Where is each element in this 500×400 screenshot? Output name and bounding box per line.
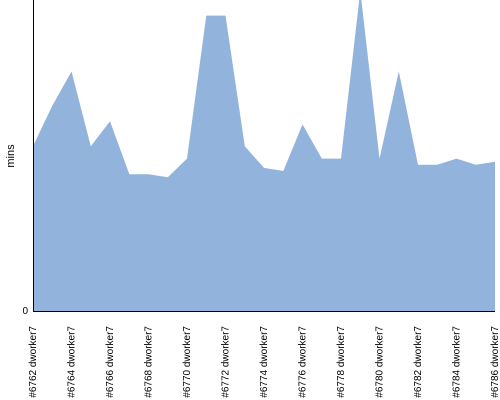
x-tick-label: #6764 dworker7 (67, 326, 78, 398)
x-tick-label: #6778 dworker7 (336, 326, 347, 398)
x-tick-label: #6776 dworker7 (298, 326, 309, 398)
x-tick-label: #6768 dworker7 (144, 326, 155, 398)
x-tick-label: #6770 dworker7 (182, 326, 193, 398)
x-tick-label: #6762 dworker7 (28, 326, 39, 398)
x-tick-label: #6786 dworker7 (490, 326, 500, 398)
x-tick-label: #6774 dworker7 (259, 326, 270, 398)
x-tick-label: #6780 dworker7 (375, 326, 386, 398)
x-tick-label: #6772 dworker7 (221, 326, 232, 398)
y-tick-label-0: 0 (22, 306, 28, 317)
x-tick-label: #6784 dworker7 (452, 326, 463, 398)
x-tick-label: #6782 dworker7 (413, 326, 424, 398)
area-series (33, 0, 495, 311)
y-axis-label: mins (5, 144, 17, 168)
x-tick-labels: #6762 dworker7 #6764 dworker7 #6766 dworke… (28, 326, 500, 398)
x-tick-label: #6766 dworker7 (105, 326, 116, 398)
